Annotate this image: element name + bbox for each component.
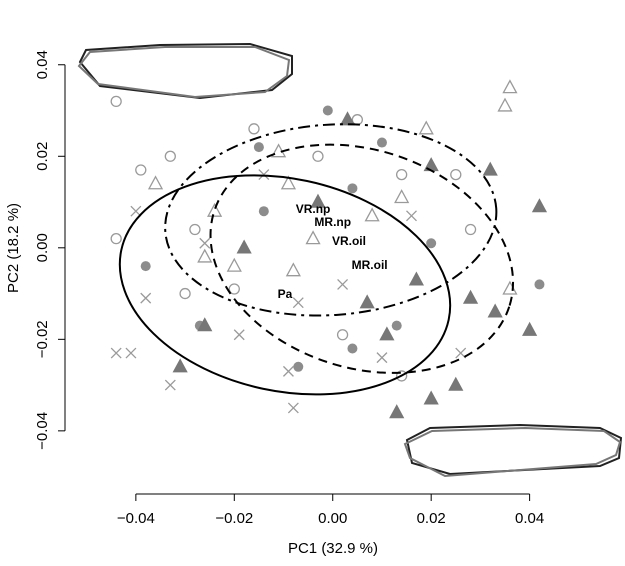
group-label: MR.oil <box>352 258 388 272</box>
shape-insets <box>77 42 623 478</box>
point <box>199 237 211 249</box>
point <box>147 175 164 190</box>
point <box>228 283 240 295</box>
y-axis-label: PC2 (18.2 %) <box>5 203 22 293</box>
point <box>339 111 356 126</box>
point <box>312 150 324 162</box>
x-tick-label: 0.02 <box>417 510 446 527</box>
point <box>502 79 518 94</box>
point <box>502 280 518 295</box>
point <box>376 352 388 364</box>
group-label: VR.np <box>296 202 331 216</box>
point <box>379 326 395 341</box>
point <box>359 294 375 309</box>
confidence-ellipse <box>118 174 452 396</box>
point <box>531 198 548 213</box>
point <box>423 390 439 405</box>
y-tick-label: −0.02 <box>34 320 51 358</box>
point <box>497 97 513 112</box>
point <box>280 175 297 190</box>
x-tick-label: −0.02 <box>215 510 253 527</box>
point <box>336 329 349 341</box>
point <box>482 161 498 176</box>
point <box>293 361 304 372</box>
point <box>179 287 191 300</box>
point <box>164 150 176 162</box>
y-tick-label: −0.04 <box>34 412 51 450</box>
inset-outline <box>405 423 623 476</box>
point <box>197 317 213 332</box>
point <box>395 370 408 382</box>
point <box>376 137 387 148</box>
point <box>140 261 151 272</box>
point <box>292 297 304 309</box>
x-tick-label: 0.00 <box>318 510 347 527</box>
point <box>310 193 326 208</box>
point <box>172 358 188 373</box>
inset-outline <box>77 46 291 99</box>
group-label: VR.oil <box>332 234 366 248</box>
point <box>226 257 242 272</box>
point <box>418 120 434 135</box>
point <box>233 329 245 341</box>
point <box>140 292 152 304</box>
point <box>248 123 260 135</box>
inset-outline <box>78 42 293 100</box>
group-label: Pa <box>278 287 293 301</box>
point <box>282 365 294 377</box>
point <box>450 168 462 181</box>
point <box>110 347 122 359</box>
point <box>207 202 223 217</box>
x-tick-label: 0.04 <box>515 510 544 527</box>
point <box>391 320 402 331</box>
confidence-ellipse <box>209 143 515 374</box>
point <box>125 347 137 359</box>
point <box>287 402 299 414</box>
point <box>487 303 503 318</box>
point <box>389 404 405 419</box>
point <box>110 233 122 245</box>
point <box>347 343 358 354</box>
point <box>364 207 380 222</box>
inset-outline <box>403 426 622 478</box>
y-tick-label: 0.00 <box>34 233 51 262</box>
point <box>395 168 408 181</box>
point <box>408 271 425 286</box>
y-tick-label: 0.02 <box>34 142 51 171</box>
point <box>189 223 201 236</box>
x-axis-label: PC1 (32.9 %) <box>288 540 378 557</box>
point <box>464 223 477 236</box>
point <box>236 239 252 254</box>
point <box>462 289 479 304</box>
point <box>426 238 437 249</box>
point <box>285 262 301 277</box>
point <box>347 183 358 194</box>
point <box>164 379 176 391</box>
point <box>305 230 321 245</box>
point <box>197 248 213 263</box>
point <box>135 164 147 176</box>
point <box>406 210 417 222</box>
confidence-ellipse <box>164 123 498 317</box>
point <box>130 205 142 217</box>
point <box>258 206 269 217</box>
point <box>322 105 333 116</box>
group-label: MR.np <box>314 215 351 229</box>
point <box>522 321 538 336</box>
point <box>455 347 467 359</box>
point <box>337 278 349 290</box>
x-tick-label: −0.04 <box>117 510 155 527</box>
point <box>253 142 264 153</box>
point <box>448 376 464 391</box>
point <box>534 279 545 290</box>
point <box>110 95 122 108</box>
point <box>394 189 410 204</box>
y-tick-label: 0.04 <box>34 50 51 79</box>
